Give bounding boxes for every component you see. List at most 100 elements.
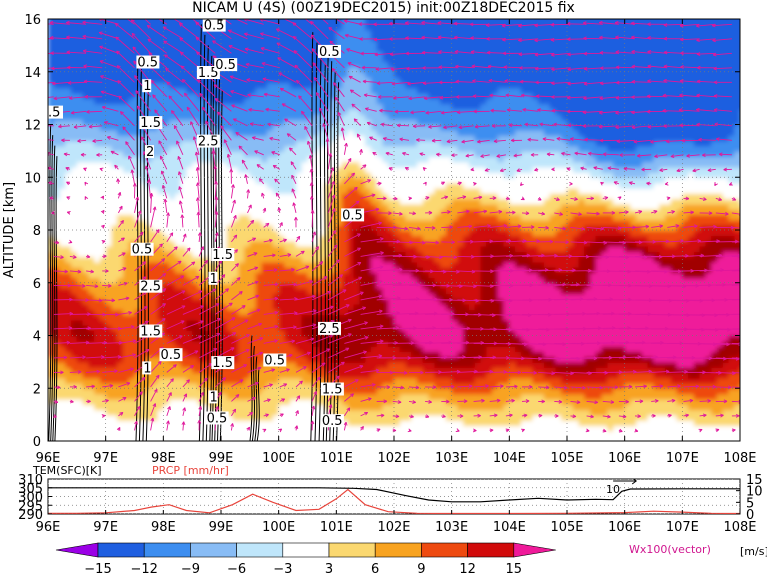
- shade-cell: [82, 377, 90, 384]
- shade-cell: [370, 166, 378, 173]
- shade-cell: [388, 172, 395, 179]
- shade-cell: [128, 61, 136, 68]
- shade-cell: [226, 187, 234, 194]
- shade-cell: [382, 208, 390, 215]
- shade-cell: [76, 150, 84, 157]
- shade-cell: [169, 266, 176, 273]
- shade-cell: [140, 309, 147, 316]
- shade-cell: [53, 71, 61, 78]
- shade-cell: [111, 414, 118, 421]
- shade-cell: [82, 282, 90, 289]
- shade-cell: [319, 203, 326, 210]
- shade-cell: [359, 182, 366, 189]
- shade-cell: [203, 108, 211, 115]
- shade-cell: [146, 430, 153, 437]
- shade-cell: [307, 266, 315, 273]
- shade-cell: [88, 166, 95, 173]
- shade-cell: [238, 103, 245, 110]
- shade-cell: [59, 198, 67, 205]
- shade-cell: [157, 377, 165, 384]
- shade-cell: [146, 319, 153, 326]
- shade-cell: [388, 150, 395, 157]
- shade-cell: [117, 298, 124, 305]
- shade-cell: [370, 346, 378, 353]
- shade-cell: [209, 293, 217, 300]
- shade-cell: [330, 98, 338, 105]
- shade-cell: [180, 388, 188, 395]
- shade-cell: [347, 409, 355, 416]
- shade-cell: [319, 145, 326, 152]
- shade-cell: [244, 182, 251, 189]
- shade-cell: [221, 87, 228, 94]
- shade-cell: [180, 293, 188, 300]
- shade-cell: [215, 266, 222, 273]
- shade-cell: [324, 430, 332, 437]
- shade-cell: [319, 224, 326, 231]
- shade-cell: [359, 71, 366, 78]
- shade-cell: [261, 383, 268, 390]
- shade-cell: [169, 129, 176, 136]
- shade-cell: [382, 156, 390, 163]
- shade-cell: [394, 435, 401, 441]
- shade-cell: [94, 150, 101, 157]
- shade-cell: [388, 77, 395, 84]
- shade-cell: [169, 172, 176, 179]
- shade-cell: [232, 224, 240, 231]
- shade-cell: [76, 293, 84, 300]
- shade-cell: [376, 235, 384, 242]
- shade-cell: [117, 282, 124, 289]
- shade-cell: [290, 256, 297, 263]
- shade-cell: [174, 166, 182, 173]
- shade-cell: [174, 50, 182, 57]
- shade-cell: [140, 293, 147, 300]
- shade-cell: [296, 335, 303, 342]
- shade-cell: [353, 55, 361, 62]
- shade-cell: [82, 330, 90, 337]
- shade-cell: [111, 219, 118, 226]
- shade-cell: [128, 409, 136, 416]
- shade-cell: [370, 361, 378, 368]
- shade-cell: [99, 393, 107, 400]
- shade-cell: [370, 277, 378, 284]
- shade-cell: [388, 256, 395, 263]
- shade-cell: [336, 314, 343, 321]
- shade-cell: [296, 419, 303, 426]
- shade-cell: [347, 272, 355, 279]
- shade-cell: [180, 34, 188, 41]
- shade-cell: [399, 335, 407, 342]
- shade-cell: [278, 34, 286, 41]
- shade-cell: [186, 340, 193, 347]
- shade-cell: [146, 377, 153, 384]
- shade-cell: [249, 372, 257, 379]
- shade-cell: [59, 82, 67, 89]
- shade-cell: [342, 230, 349, 237]
- shade-cell: [330, 34, 338, 41]
- shade-cell: [53, 266, 61, 273]
- shade-cell: [163, 383, 170, 390]
- shade-cell: [48, 314, 55, 321]
- shade-cell: [394, 61, 401, 68]
- shade-cell: [319, 24, 326, 31]
- shade-cell: [382, 82, 390, 89]
- shade-cell: [82, 66, 90, 73]
- shade-cell: [370, 140, 378, 147]
- shade-cell: [94, 50, 101, 57]
- shade-cell: [382, 145, 390, 152]
- shade-cell: [249, 256, 257, 263]
- shade-cell: [313, 419, 320, 426]
- shade-cell: [123, 388, 130, 395]
- shade-cell: [123, 92, 130, 99]
- shade-cell: [203, 214, 211, 221]
- shade-cell: [163, 235, 170, 242]
- shade-cell: [301, 372, 309, 379]
- shade-cell: [197, 87, 205, 94]
- shade-cell: [180, 145, 188, 152]
- shade-cell: [192, 124, 199, 131]
- shade-cell: [146, 92, 153, 99]
- shade-cell: [330, 114, 338, 121]
- shade-cell: [157, 235, 165, 242]
- shade-cell: [301, 82, 309, 89]
- shade-cell: [197, 430, 205, 437]
- shade-cell: [221, 187, 228, 194]
- shade-cell: [394, 135, 401, 142]
